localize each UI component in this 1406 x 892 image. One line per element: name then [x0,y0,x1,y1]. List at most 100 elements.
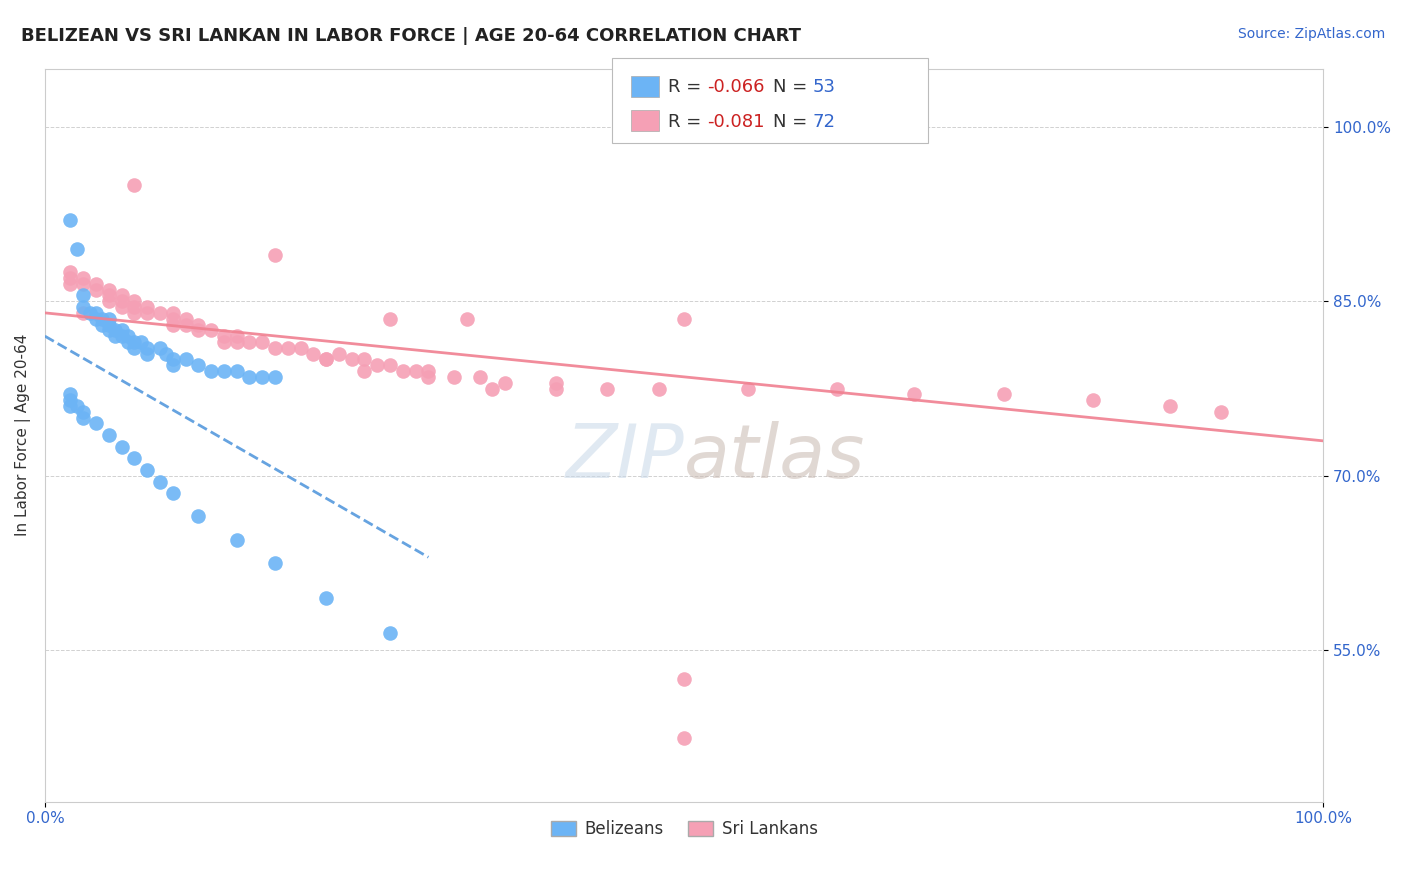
Point [59,277,82,291]
Point [468,369,491,384]
Point [72,288,94,302]
Point [315,591,337,605]
Point [225,364,247,378]
Point [72,410,94,425]
Point [136,463,159,477]
Point [72,271,94,285]
Point [673,311,696,326]
Point [238,369,260,384]
Point [59,399,82,413]
Point [84,306,107,320]
Point [378,311,401,326]
Text: Source: ZipAtlas.com: Source: ZipAtlas.com [1237,27,1385,41]
Point [250,369,273,384]
Point [443,369,465,384]
Point [673,731,696,745]
Point [124,451,146,466]
Point [264,556,287,570]
Point [136,346,159,360]
Text: atlas: atlas [685,421,866,493]
Point [546,382,568,396]
Point [277,341,299,355]
Point [59,393,82,408]
Point [225,329,247,343]
Point [212,364,235,378]
Point [418,369,440,384]
Point [315,352,337,367]
Point [84,311,107,326]
Point [993,387,1015,401]
Point [104,329,127,343]
Point [91,318,114,332]
Point [353,364,375,378]
Point [129,334,152,349]
Point [366,358,388,372]
Text: 53: 53 [813,78,835,96]
Point [72,300,94,314]
Text: R =: R = [668,112,707,130]
Point [328,346,350,360]
Point [84,417,107,431]
Point [546,376,568,390]
Point [162,306,184,320]
Point [124,300,146,314]
Point [302,346,325,360]
Point [264,341,287,355]
Text: N =: N = [773,112,813,130]
Text: N =: N = [773,78,813,96]
Point [378,358,401,372]
Point [72,405,94,419]
Point [97,283,120,297]
Point [200,323,222,337]
Point [200,364,222,378]
Point [149,341,172,355]
Point [79,306,101,320]
Point [418,364,440,378]
Point [494,376,516,390]
Point [97,323,120,337]
Point [110,323,132,337]
Point [136,300,159,314]
Point [66,399,89,413]
Point [110,300,132,314]
Text: -0.081: -0.081 [707,112,765,130]
Point [827,382,849,396]
Point [104,323,127,337]
Text: ZIP: ZIP [565,421,685,493]
Point [149,306,172,320]
Point [162,352,184,367]
Point [97,428,120,442]
Point [225,334,247,349]
Point [250,334,273,349]
Point [1159,399,1181,413]
Point [673,673,696,687]
Point [110,440,132,454]
Point [225,533,247,547]
Point [290,341,312,355]
Point [174,318,197,332]
Point [124,334,146,349]
Point [187,323,209,337]
Point [162,358,184,372]
Point [212,329,235,343]
Point [187,509,209,524]
Point [66,242,89,256]
Point [59,265,82,279]
Point [136,341,159,355]
Point [481,382,503,396]
Point [97,318,120,332]
Legend: Belizeans, Sri Lankans: Belizeans, Sri Lankans [544,814,824,845]
Point [91,311,114,326]
Point [737,382,759,396]
Point [315,352,337,367]
Point [117,334,139,349]
Point [174,311,197,326]
Point [59,212,82,227]
Point [124,178,146,192]
Point [110,329,132,343]
Point [162,311,184,326]
Point [264,248,287,262]
Point [456,311,478,326]
Point [155,346,177,360]
Point [212,334,235,349]
